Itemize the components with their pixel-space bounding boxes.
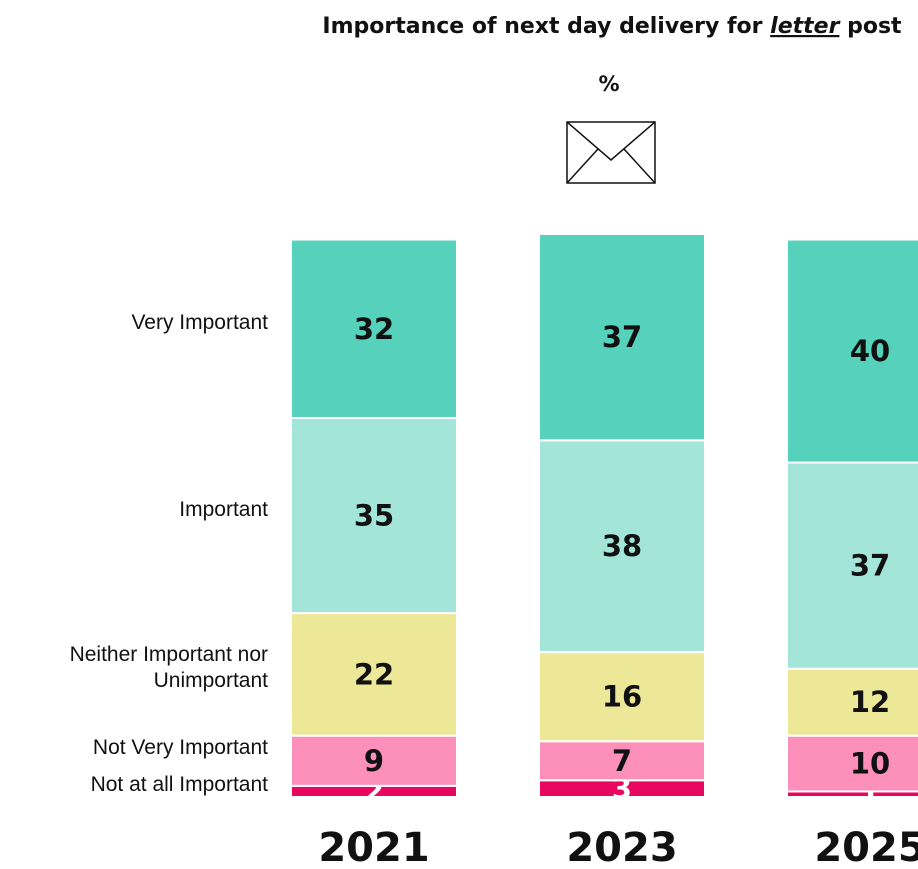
- legend-label: Very Important: [131, 310, 268, 334]
- chart-title: Importance of next day delivery for lett…: [322, 14, 902, 39]
- title-start: Importance of next day delivery for: [322, 14, 762, 39]
- subtitle: %: [598, 72, 619, 96]
- envelope-icon: [566, 121, 656, 184]
- value-label: 35: [354, 499, 394, 533]
- legend-label: Not Very Important: [92, 736, 268, 760]
- value-label: 16: [602, 680, 642, 714]
- value-label: 38: [602, 529, 642, 563]
- legend-label: Not at all Important: [90, 773, 268, 797]
- legend-label: Neither Important nor Unimportant: [69, 643, 268, 693]
- x-tick-label: 2021: [318, 825, 429, 869]
- title-emphasis: letter: [770, 14, 840, 39]
- value-label: 37: [602, 320, 642, 354]
- bar-segment: [786, 238, 918, 464]
- bar-segment: [538, 233, 706, 442]
- bar-segment: [538, 651, 706, 743]
- bar-segment: [290, 416, 458, 615]
- x-tick-label: 2025: [814, 825, 918, 869]
- value-label: 32: [354, 312, 394, 346]
- bar-segment: [538, 740, 706, 782]
- value-label: 9: [364, 744, 384, 778]
- value-label: 37: [850, 549, 890, 583]
- bar-segment: [786, 734, 918, 793]
- legend-label: Important: [179, 497, 268, 521]
- x-tick-label: 2023: [566, 825, 677, 869]
- title-end: post: [847, 14, 902, 39]
- bar-segment: [786, 461, 918, 670]
- value-label: 12: [850, 685, 890, 719]
- value-label: 40: [850, 334, 890, 368]
- bar-segment: [786, 667, 918, 737]
- value-label: 10: [850, 747, 890, 781]
- bar-segment: [290, 238, 458, 419]
- value-label: 22: [354, 657, 394, 691]
- bar-segment: [290, 612, 458, 737]
- bar-segment: [290, 734, 458, 787]
- value-label: 7: [612, 744, 632, 778]
